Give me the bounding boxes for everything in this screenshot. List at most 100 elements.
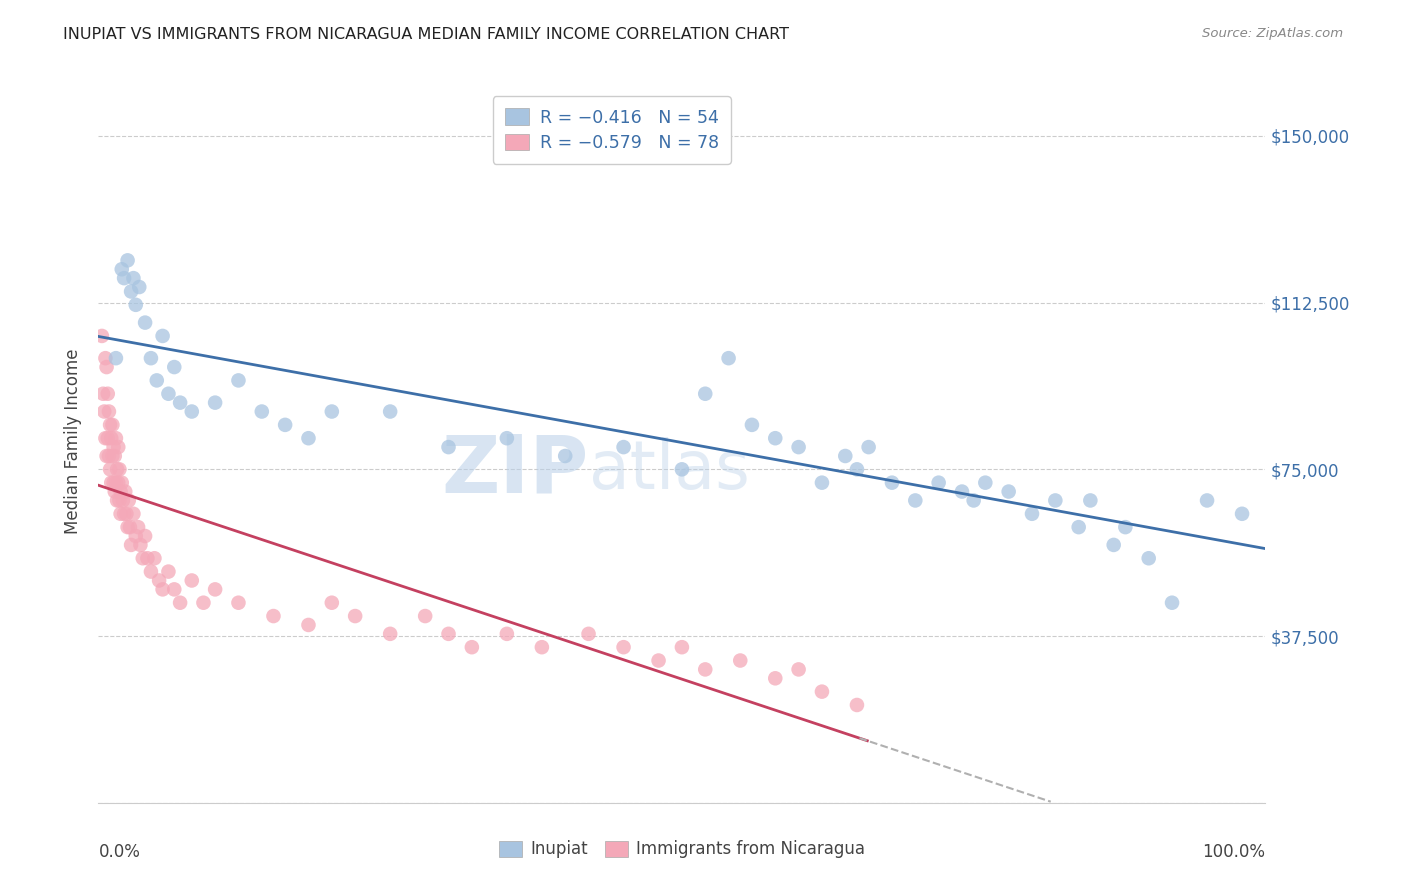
Point	[811, 475, 834, 490]
Point	[96, 360, 118, 375]
Point	[94, 351, 117, 366]
Point	[730, 653, 752, 667]
Point	[204, 395, 226, 409]
Point	[695, 386, 717, 401]
Point	[96, 449, 118, 463]
Point	[146, 373, 169, 387]
Point	[94, 431, 117, 445]
Point	[90, 329, 112, 343]
Point	[129, 538, 152, 552]
Point	[134, 529, 156, 543]
Point	[148, 574, 170, 588]
Point	[105, 462, 128, 476]
Point	[108, 462, 131, 476]
Point	[180, 404, 202, 418]
Point	[1067, 520, 1090, 534]
Point	[297, 618, 319, 632]
Point	[741, 417, 763, 432]
Point	[1230, 507, 1253, 521]
Point	[122, 507, 145, 521]
Point	[380, 627, 402, 641]
Point	[1102, 538, 1125, 552]
Point	[103, 475, 125, 490]
Point	[110, 507, 132, 521]
Point	[97, 431, 120, 445]
Point	[152, 329, 174, 343]
Point	[111, 475, 134, 490]
Point	[163, 582, 186, 597]
Point	[496, 431, 519, 445]
Point	[1021, 507, 1043, 521]
Point	[118, 520, 141, 534]
Point	[139, 565, 162, 579]
Point	[613, 640, 636, 655]
Point	[846, 462, 869, 476]
Point	[125, 529, 148, 543]
Point	[139, 351, 162, 366]
Point	[107, 440, 129, 454]
Point	[101, 417, 124, 432]
Point	[228, 373, 250, 387]
Point	[104, 351, 127, 366]
Point	[962, 493, 984, 508]
Point	[104, 475, 127, 490]
Text: Source: ZipAtlas.com: Source: ZipAtlas.com	[1202, 27, 1343, 40]
Point	[108, 493, 131, 508]
Point	[671, 640, 693, 655]
Point	[101, 449, 124, 463]
Point	[846, 698, 869, 712]
Point	[169, 395, 191, 409]
Point	[110, 484, 132, 499]
Point	[169, 596, 191, 610]
Point	[1080, 493, 1102, 508]
Point	[262, 609, 284, 624]
Point	[554, 449, 576, 463]
Text: 0.0%: 0.0%	[98, 843, 141, 861]
Point	[103, 440, 125, 454]
Point	[1161, 596, 1184, 610]
Point	[114, 484, 136, 499]
Point	[1137, 551, 1160, 566]
Point	[717, 351, 740, 366]
Point	[134, 316, 156, 330]
Point	[763, 431, 786, 445]
Point	[787, 662, 810, 676]
Point	[104, 449, 127, 463]
Point	[152, 582, 174, 597]
Point	[950, 484, 973, 499]
Point	[647, 653, 669, 667]
Point	[104, 484, 127, 499]
Point	[122, 271, 145, 285]
Point	[128, 280, 150, 294]
Point	[112, 271, 135, 285]
Point	[100, 431, 122, 445]
Point	[115, 507, 138, 521]
Point	[93, 404, 115, 418]
Point	[1045, 493, 1067, 508]
Y-axis label: Median Family Income: Median Family Income	[65, 349, 83, 534]
Point	[105, 493, 128, 508]
Point	[461, 640, 484, 655]
Point	[496, 627, 519, 641]
Point	[136, 551, 159, 566]
Point	[107, 475, 129, 490]
Point	[193, 596, 215, 610]
Point	[98, 417, 121, 432]
Point	[834, 449, 856, 463]
Point	[163, 360, 186, 375]
Point	[180, 574, 202, 588]
Point	[250, 404, 273, 418]
Point	[1114, 520, 1136, 534]
Point	[437, 627, 460, 641]
Point	[117, 520, 139, 534]
Point	[120, 285, 142, 299]
Point	[97, 404, 120, 418]
Point	[143, 551, 166, 566]
Point	[157, 565, 180, 579]
Point	[437, 440, 460, 454]
Point	[321, 404, 343, 418]
Point	[997, 484, 1019, 499]
Point	[97, 449, 120, 463]
Point	[904, 493, 927, 508]
Text: 100.0%: 100.0%	[1202, 843, 1265, 861]
